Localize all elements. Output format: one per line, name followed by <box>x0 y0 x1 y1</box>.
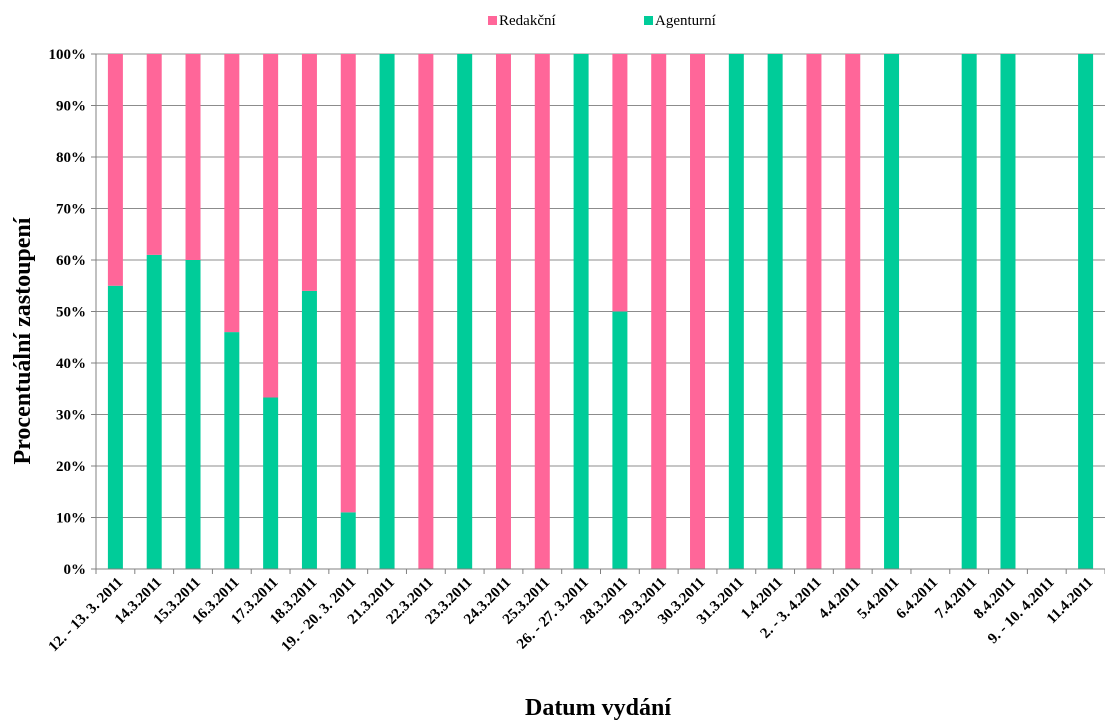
bar-agenturn- <box>457 54 473 569</box>
bar-agenturn- <box>612 311 628 569</box>
bar-redak-n- <box>340 54 356 513</box>
bars <box>107 54 1094 569</box>
bar-redak-n- <box>845 54 861 569</box>
bar-agenturn- <box>573 54 589 569</box>
bar-redak-n- <box>107 54 123 286</box>
y-tick-label: 80% <box>56 150 86 166</box>
legend: Redakční Agenturní <box>488 13 716 29</box>
x-tick-label: 7.4.2011 <box>932 575 980 623</box>
bar-agenturn- <box>767 54 783 569</box>
bar-agenturn- <box>146 254 162 569</box>
y-tick-label: 50% <box>56 305 86 321</box>
bar-agenturn- <box>224 332 240 569</box>
y-tick-label: 0% <box>64 562 87 578</box>
y-tick-label: 90% <box>56 99 86 115</box>
x-tick-label: 4.4.2011 <box>816 575 864 623</box>
bar-agenturn- <box>263 397 279 569</box>
y-tick-label: 40% <box>56 356 86 372</box>
bar-redak-n- <box>651 54 667 569</box>
y-tick-label: 10% <box>56 511 86 527</box>
bar-agenturn- <box>340 512 356 569</box>
y-tick-label: 20% <box>56 459 86 475</box>
bar-agenturn- <box>728 54 744 569</box>
bar-agenturn- <box>1000 54 1016 569</box>
bar-redak-n- <box>612 54 628 312</box>
x-tick-label: 6.4.2011 <box>893 575 941 623</box>
legend-swatch <box>644 16 653 25</box>
y-axis-title: Procentuální zastoupení <box>10 217 36 464</box>
x-axis-ticks: 12. - 13. 3. 201114.3.201115.3.201116.3.… <box>46 569 1105 655</box>
y-tick-label: 100% <box>49 47 87 63</box>
y-axis-ticks: 0% 10% 20% 30% 40% 50% 60% 70% 80% 90% 100% <box>49 47 96 578</box>
y-tick-label: 30% <box>56 408 86 424</box>
bar-agenturn- <box>961 54 977 569</box>
bar-redak-n- <box>690 54 706 569</box>
legend-label: Agenturní <box>655 13 716 29</box>
y-tick-label: 70% <box>56 202 86 218</box>
bar-agenturn- <box>379 54 395 569</box>
bar-redak-n- <box>418 54 434 569</box>
bar-redak-n- <box>495 54 511 569</box>
bar-redak-n- <box>806 54 822 569</box>
legend-label: Redakční <box>499 13 556 29</box>
x-axis-title: Datum vydání <box>525 695 671 720</box>
y-tick-label: 60% <box>56 253 86 269</box>
bar-redak-n- <box>301 54 317 291</box>
x-tick-label: 5.4.2011 <box>855 575 903 623</box>
bar-redak-n- <box>185 54 201 260</box>
bar-redak-n- <box>263 54 279 398</box>
bar-redak-n- <box>224 54 240 333</box>
bar-redak-n- <box>534 54 550 569</box>
bar-redak-n- <box>146 54 162 255</box>
legend-swatch <box>488 16 497 25</box>
bar-agenturn- <box>1078 54 1094 569</box>
bar-agenturn- <box>301 290 317 569</box>
bar-agenturn- <box>185 260 201 569</box>
gridlines <box>96 53 1105 570</box>
bar-agenturn- <box>884 54 900 569</box>
bar-agenturn- <box>107 285 123 569</box>
